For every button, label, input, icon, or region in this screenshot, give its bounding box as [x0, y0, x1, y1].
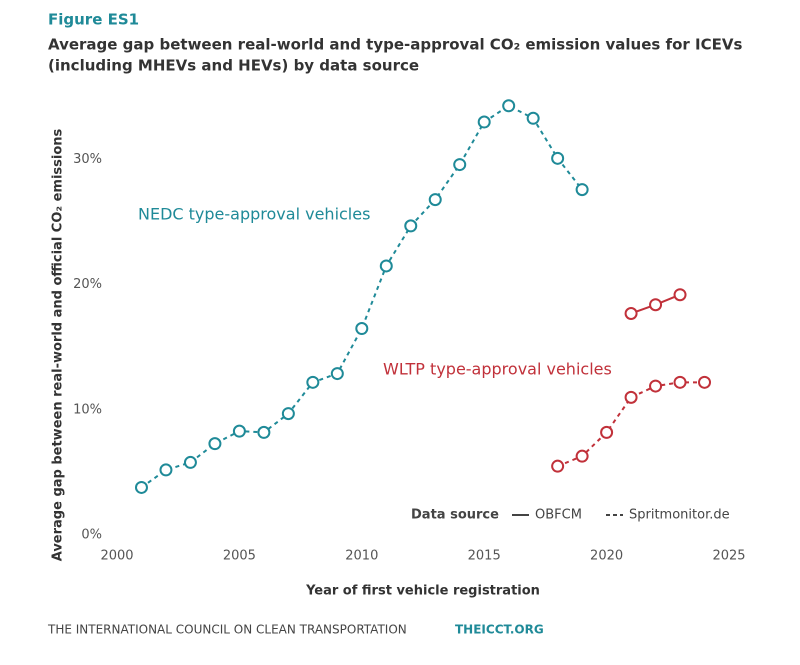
- legend-label: Spritmonitor.de: [629, 508, 730, 523]
- data-point: [134, 480, 148, 494]
- series-annotation: NEDC type-approval vehicles: [138, 205, 370, 224]
- data-point: [502, 99, 516, 113]
- x-axis-label: Year of first vehicle registration: [305, 584, 540, 599]
- data-point: [551, 459, 565, 473]
- x-tick-label: 2010: [345, 549, 378, 564]
- data-point: [404, 219, 418, 233]
- data-point: [183, 455, 197, 469]
- data-point: [355, 322, 369, 336]
- data-point: [453, 158, 467, 172]
- y-axis-label: Average gap between real-world and offic…: [51, 128, 66, 561]
- data-point: [477, 115, 491, 129]
- y-tick-label: 0%: [81, 528, 102, 543]
- series-annotation: WLTP type-approval vehicles: [383, 360, 612, 379]
- figure-label: Figure ES1: [48, 11, 139, 29]
- legend-title: Data source: [411, 508, 499, 523]
- data-point: [624, 390, 638, 404]
- chart-title: Average gap between real-world and type-…: [48, 36, 742, 54]
- data-point: [575, 183, 589, 197]
- footer-url: THEICCT.ORG: [455, 623, 544, 637]
- data-point: [624, 306, 638, 320]
- data-point: [159, 463, 173, 477]
- x-tick-label: 2005: [223, 549, 256, 564]
- y-tick-label: 30%: [73, 152, 102, 167]
- y-tick-label: 10%: [73, 402, 102, 417]
- x-tick-label: 2015: [468, 549, 501, 564]
- data-point: [575, 449, 589, 463]
- data-point: [428, 193, 442, 207]
- data-point: [379, 259, 393, 273]
- data-point: [330, 367, 344, 381]
- data-point: [551, 151, 565, 165]
- data-point: [649, 379, 663, 393]
- data-point: [208, 437, 222, 451]
- data-point: [281, 407, 295, 421]
- x-tick-label: 2000: [100, 549, 133, 564]
- data-point: [257, 425, 271, 439]
- legend-label: OBFCM: [535, 508, 582, 523]
- chart-title: (including MHEVs and HEVs) by data sourc…: [48, 57, 419, 75]
- data-point: [673, 288, 687, 302]
- data-point: [600, 425, 614, 439]
- data-point: [526, 111, 540, 125]
- data-point: [306, 375, 320, 389]
- footer-organization: THE INTERNATIONAL COUNCIL ON CLEAN TRANS…: [47, 623, 407, 637]
- data-point: [673, 375, 687, 389]
- x-tick-label: 2025: [712, 549, 745, 564]
- data-point: [649, 298, 663, 312]
- series-line: [140, 104, 583, 489]
- data-point: [232, 424, 246, 438]
- x-tick-label: 2020: [590, 549, 623, 564]
- data-point: [698, 375, 712, 389]
- y-tick-label: 20%: [73, 277, 102, 292]
